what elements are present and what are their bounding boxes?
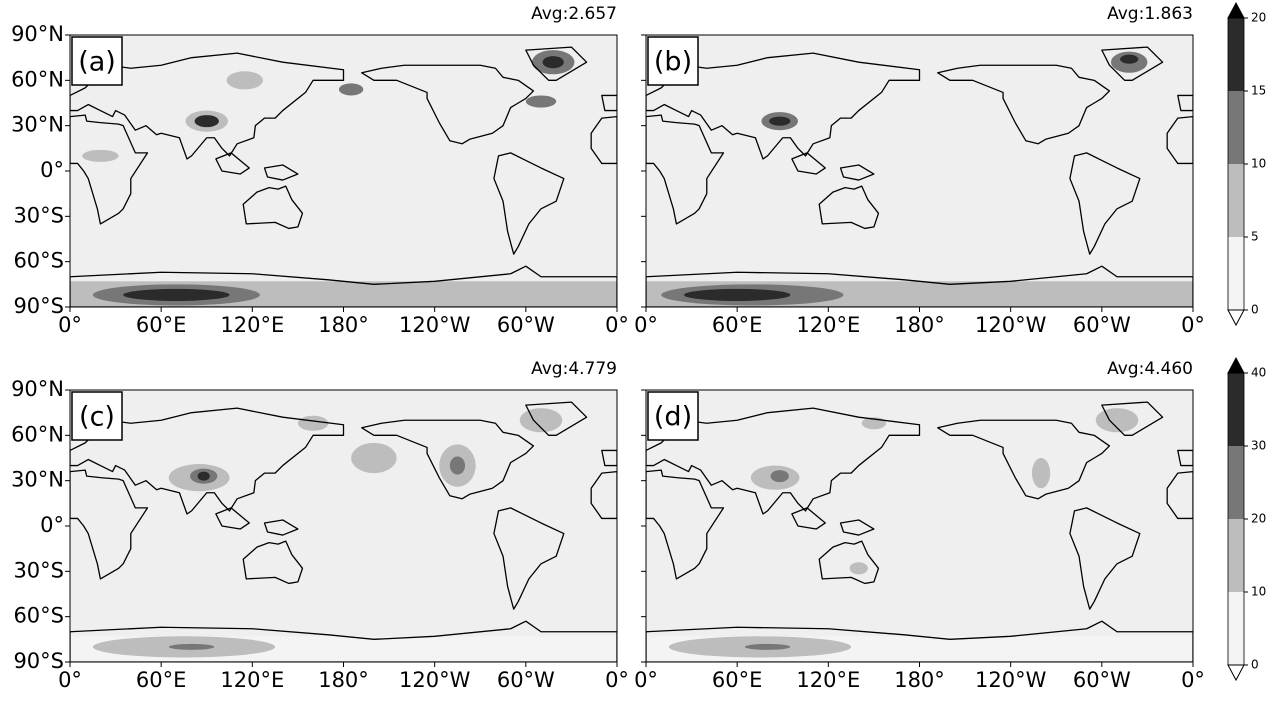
- lon-label: 180°: [894, 668, 945, 692]
- colorbar-label: 20: [1251, 512, 1266, 526]
- panel-label: (d): [654, 402, 692, 433]
- colorbar-segment: [1228, 18, 1244, 91]
- lat-label: 90°S: [13, 294, 64, 318]
- lon-label: 120°E: [796, 668, 860, 692]
- colorbar-label: 10: [1251, 585, 1266, 599]
- lat-label: 90°N: [11, 377, 64, 401]
- lon-label: 120°W: [399, 313, 471, 337]
- panel-label-box: [647, 36, 699, 86]
- colorbar-extend: [1227, 664, 1245, 682]
- panel-label-box: [647, 391, 699, 441]
- colorbar-label: 15: [1251, 84, 1266, 98]
- lon-label: 120°E: [220, 313, 284, 337]
- lat-label: 60°N: [11, 422, 64, 446]
- panel-label: (a): [78, 47, 116, 78]
- lat-label: 0°: [40, 158, 64, 182]
- lat-label: 30°S: [13, 203, 64, 227]
- lon-label: 120°E: [220, 668, 284, 692]
- lat-label: 30°N: [11, 113, 64, 137]
- lon-label: 0°: [634, 313, 658, 337]
- lon-label: 0°: [1181, 313, 1205, 337]
- panel-label-box: [71, 391, 123, 441]
- lat-label: 0°: [40, 513, 64, 537]
- colorbar-label: 30: [1251, 439, 1266, 453]
- lon-label: 120°W: [399, 668, 471, 692]
- lat-label: 30°N: [11, 468, 64, 492]
- lat-label: 60°S: [13, 249, 64, 273]
- colorbar-segment: [1228, 446, 1244, 519]
- colorbar-segment: [1228, 519, 1244, 592]
- lon-label: 60°E: [136, 668, 187, 692]
- lon-label: 60°W: [1073, 668, 1131, 692]
- lon-label: 60°E: [712, 313, 763, 337]
- colorbar-extend: [1227, 309, 1245, 327]
- lon-label: 180°: [894, 313, 945, 337]
- colorbar-label: 5: [1251, 230, 1259, 244]
- colorbar-segment: [1228, 592, 1244, 665]
- lon-label: 60°E: [136, 313, 187, 337]
- lon-label: 120°W: [975, 313, 1047, 337]
- colorbar-label: 0: [1251, 658, 1259, 672]
- colorbar-label: 20: [1251, 11, 1266, 25]
- colorbar-segment: [1228, 237, 1244, 310]
- lat-label: 90°N: [11, 22, 64, 46]
- colorbar-extend: [1227, 1, 1245, 19]
- lon-label: 180°: [318, 313, 369, 337]
- lon-label: 120°W: [975, 668, 1047, 692]
- lat-label: 90°S: [13, 649, 64, 673]
- colorbar-label: 10: [1251, 157, 1266, 171]
- lon-label: 60°E: [712, 668, 763, 692]
- panel-label-box: [71, 36, 123, 86]
- lat-label: 30°S: [13, 558, 64, 582]
- lon-label: 120°E: [796, 313, 860, 337]
- lon-label: 0°: [58, 313, 82, 337]
- map: [646, 390, 1193, 662]
- colorbar-segment: [1228, 91, 1244, 164]
- lon-label: 0°: [634, 668, 658, 692]
- panel-label: (c): [79, 402, 115, 433]
- average: Avg:4.779: [531, 359, 617, 379]
- lat-label: 60°N: [11, 67, 64, 91]
- lon-label: 0°: [605, 668, 629, 692]
- average: Avg:1.863: [1107, 4, 1193, 24]
- colorbar-segment: [1228, 164, 1244, 237]
- colorbar-segment: [1228, 373, 1244, 446]
- lon-label: 0°: [605, 313, 629, 337]
- average: Avg:2.657: [531, 4, 617, 24]
- colorbar-label: 0: [1251, 303, 1259, 317]
- average: Avg:4.460: [1107, 359, 1193, 379]
- map: [70, 390, 617, 662]
- panel-label: (b): [654, 47, 692, 78]
- colorbar-label: 40: [1251, 366, 1266, 380]
- map: [646, 35, 1193, 307]
- lon-label: 0°: [58, 668, 82, 692]
- colorbar-extend: [1227, 356, 1245, 374]
- lat-label: 60°S: [13, 604, 64, 628]
- lon-label: 0°: [1181, 668, 1205, 692]
- lon-label: 60°W: [497, 313, 555, 337]
- lon-label: 180°: [318, 668, 369, 692]
- map: [70, 35, 617, 307]
- lon-label: 60°W: [497, 668, 555, 692]
- lon-label: 60°W: [1073, 313, 1131, 337]
